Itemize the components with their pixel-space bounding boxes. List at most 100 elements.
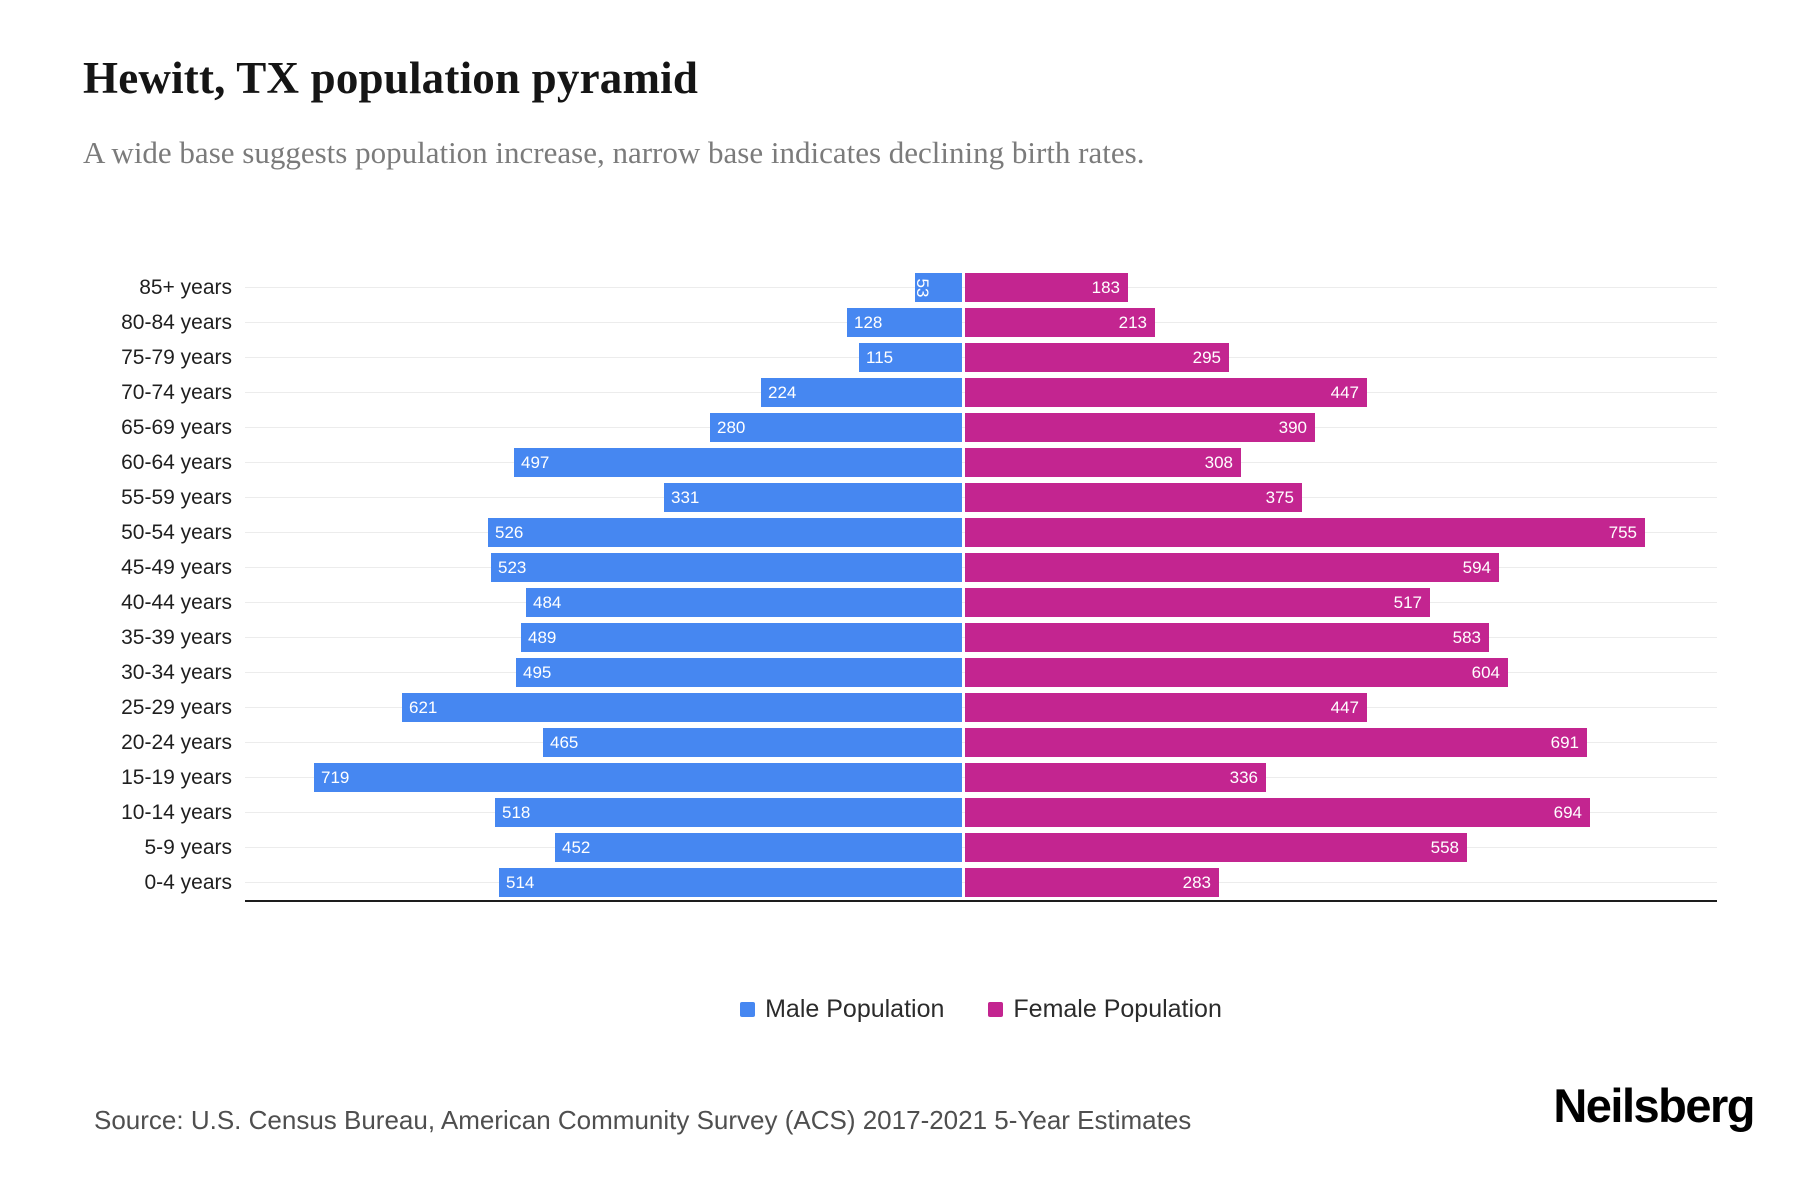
female-bar: 336 — [965, 763, 1266, 792]
male-bar: 495 — [516, 658, 962, 687]
pyramid-row: 40-44 years 484 517 — [0, 585, 1800, 620]
female-bar-value: 283 — [1182, 872, 1211, 892]
plot-area: 331 375 — [245, 480, 1717, 515]
male-bar-value: 526 — [495, 522, 524, 542]
female-bar: 447 — [965, 378, 1367, 407]
female-bar-value: 308 — [1204, 452, 1233, 472]
female-bar-value: 295 — [1192, 347, 1221, 367]
female-bar-value: 183 — [1091, 277, 1120, 297]
plot-area: 115 295 — [245, 340, 1717, 375]
pyramid-row: 45-49 years 523 594 — [0, 550, 1800, 585]
male-bar: 489 — [521, 623, 962, 652]
pyramid-rows: 85+ years 53 183 80-84 years 128 213 75-79 yea… — [0, 270, 1800, 900]
male-bar: 452 — [555, 833, 962, 862]
female-bar-value: 213 — [1118, 312, 1147, 332]
plot-area: 514 283 — [245, 865, 1717, 900]
plot-area: 128 213 — [245, 305, 1717, 340]
plot-area: 497 308 — [245, 445, 1717, 480]
male-bar: 719 — [314, 763, 962, 792]
age-group-label: 20-24 years — [121, 731, 232, 754]
female-bar-value: 375 — [1265, 487, 1294, 507]
pyramid-row: 10-14 years 518 694 — [0, 795, 1800, 830]
male-bar-value: 280 — [717, 417, 746, 437]
female-bar: 558 — [965, 833, 1467, 862]
pyramid-row: 85+ years 53 183 — [0, 270, 1800, 305]
age-group-label: 65-69 years — [121, 416, 232, 439]
male-bar: 484 — [526, 588, 962, 617]
female-bar: 308 — [965, 448, 1241, 477]
female-bar-value: 336 — [1229, 767, 1258, 787]
female-bar-value: 517 — [1393, 592, 1422, 612]
female-legend-label: Female Population — [1013, 995, 1222, 1023]
male-bar-value: 489 — [528, 627, 557, 647]
female-bar-value: 594 — [1462, 557, 1491, 577]
plot-area: 621 447 — [245, 690, 1717, 725]
male-bar-value: 518 — [502, 802, 531, 822]
female-bar-value: 691 — [1550, 732, 1579, 752]
pyramid-row: 5-9 years 452 558 — [0, 830, 1800, 865]
female-bar: 755 — [965, 518, 1645, 547]
male-bar-value: 719 — [321, 767, 350, 787]
plot-area: 465 691 — [245, 725, 1717, 760]
legend-item-male: Male Population — [740, 995, 944, 1024]
male-bar: 331 — [664, 483, 962, 512]
age-group-label: 45-49 years — [121, 556, 232, 579]
male-bar-value: 224 — [768, 382, 797, 402]
male-bar: 621 — [402, 693, 962, 722]
age-group-label: 30-34 years — [121, 661, 232, 684]
plot-area: 484 517 — [245, 585, 1717, 620]
pyramid-row: 80-84 years 128 213 — [0, 305, 1800, 340]
male-bar-value: 465 — [550, 732, 579, 752]
female-bar-value: 558 — [1430, 837, 1459, 857]
plot-area: 280 390 — [245, 410, 1717, 445]
age-group-label: 50-54 years — [121, 521, 232, 544]
male-bar: 497 — [514, 448, 962, 477]
plot-area: 526 755 — [245, 515, 1717, 550]
legend-item-female: Female Population — [988, 995, 1222, 1024]
x-axis-line — [245, 900, 1717, 902]
age-group-label: 55-59 years — [121, 486, 232, 509]
pyramid-row: 60-64 years 497 308 — [0, 445, 1800, 480]
female-bar: 447 — [965, 693, 1367, 722]
male-bar: 523 — [491, 553, 962, 582]
female-bar-value: 694 — [1553, 802, 1582, 822]
male-bar: 514 — [499, 868, 962, 897]
age-group-label: 60-64 years — [121, 451, 232, 474]
age-group-label: 75-79 years — [121, 346, 232, 369]
male-bar: 128 — [847, 308, 962, 337]
plot-area: 489 583 — [245, 620, 1717, 655]
age-group-label: 25-29 years — [121, 696, 232, 719]
female-bar: 213 — [965, 308, 1155, 337]
chart-legend: Male Population Female Population — [245, 995, 1717, 1024]
male-bar-value: 452 — [562, 837, 591, 857]
pyramid-row: 0-4 years 514 283 — [0, 865, 1800, 900]
female-bar: 517 — [965, 588, 1430, 617]
male-bar-value: 495 — [523, 662, 552, 682]
pyramid-row: 65-69 years 280 390 — [0, 410, 1800, 445]
female-bar-value: 604 — [1471, 662, 1500, 682]
pyramid-row: 20-24 years 465 691 — [0, 725, 1800, 760]
female-bar: 594 — [965, 553, 1499, 582]
female-bar: 283 — [965, 868, 1219, 897]
age-group-label: 40-44 years — [121, 591, 232, 614]
female-bar: 583 — [965, 623, 1489, 652]
male-legend-swatch-icon — [740, 1002, 756, 1017]
male-bar-value: 523 — [498, 557, 527, 577]
female-bar-value: 755 — [1608, 522, 1637, 542]
female-bar: 183 — [965, 273, 1128, 302]
male-bar: 115 — [859, 343, 962, 372]
source-attribution: Source: U.S. Census Bureau, American Com… — [94, 1105, 1192, 1135]
pyramid-row: 35-39 years 489 583 — [0, 620, 1800, 655]
plot-area: 719 336 — [245, 760, 1717, 795]
neilsberg-logo: Neilsberg — [1553, 1079, 1755, 1132]
male-bar-value: 484 — [533, 592, 562, 612]
age-group-label: 15-19 years — [121, 766, 232, 789]
population-pyramid-chart: 85+ years 53 183 80-84 years 128 213 75-79 yea… — [0, 270, 1800, 902]
plot-area: 495 604 — [245, 655, 1717, 690]
pyramid-row: 15-19 years 719 336 — [0, 760, 1800, 795]
age-group-label: 70-74 years — [121, 381, 232, 404]
plot-area: 224 447 — [245, 375, 1717, 410]
male-bar-value: 53 — [913, 278, 932, 297]
chart-subtitle: A wide base suggests population increase… — [83, 135, 1145, 170]
male-bar-value: 514 — [506, 872, 535, 892]
